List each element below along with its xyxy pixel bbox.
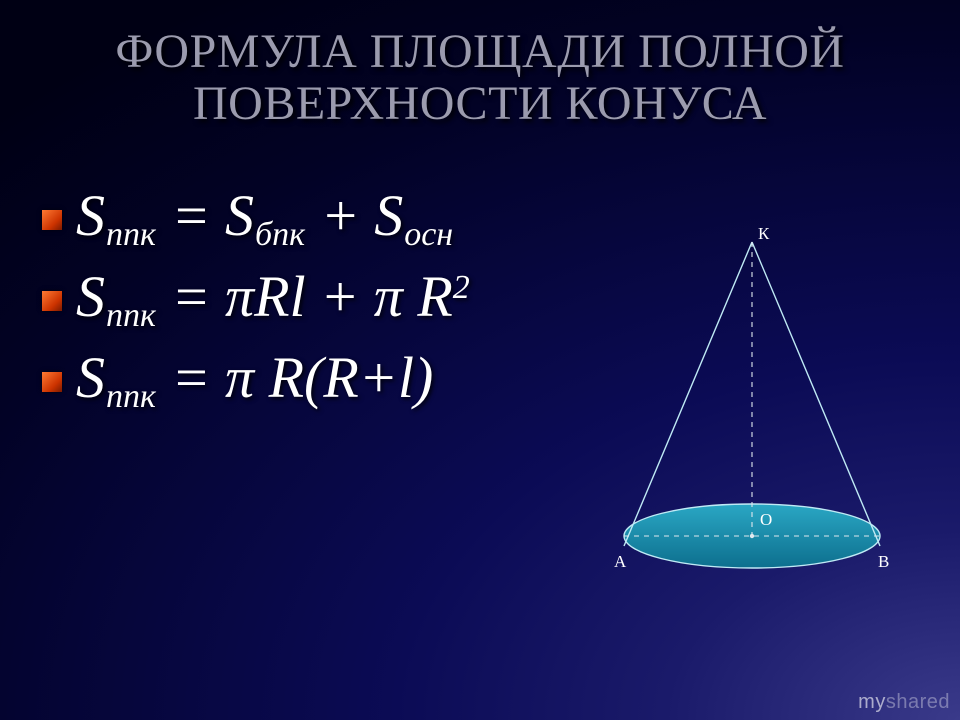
f3-sub1: ппк	[106, 378, 156, 415]
cone-diagram: К О А В	[602, 234, 902, 594]
f3-eq: =	[157, 345, 225, 410]
label-center: О	[760, 510, 772, 530]
formula-2: Sппк = πRl + π R2	[76, 267, 470, 328]
f2-sub1: ппк	[106, 297, 156, 334]
f3-body: π R(R+l)	[225, 345, 433, 410]
cone-center-dot	[750, 534, 754, 538]
f1-plus: +	[306, 183, 374, 248]
f1-s2: S	[225, 183, 254, 248]
watermark-suffix: shared	[886, 691, 950, 713]
watermark: myshared	[858, 691, 950, 714]
f1-sub3: осн	[404, 216, 453, 253]
f2-body: πRl + π R	[225, 264, 453, 329]
f3-s1: S	[76, 345, 105, 410]
f2-s1: S	[76, 264, 105, 329]
cone-side-right	[752, 242, 880, 546]
bullet-icon	[42, 372, 62, 392]
watermark-prefix: my	[858, 691, 886, 713]
label-left: А	[614, 552, 626, 572]
bullet-icon	[42, 210, 62, 230]
label-apex: К	[758, 224, 769, 244]
cone-svg	[602, 234, 902, 594]
title-line2: ПОВЕРХНОСТИ КОНУСА	[193, 77, 767, 130]
formula-row-2: Sппк = πRl + π R2	[42, 267, 470, 328]
f1-s3: S	[374, 183, 403, 248]
f1-eq: =	[157, 183, 225, 248]
f2-sup: 2	[453, 269, 470, 306]
f1-sub2: бпк	[255, 216, 305, 253]
cone-side-left	[624, 242, 752, 546]
formula-list: Sппк = Sбпк + Sосн Sппк = πRl + π R2 Sпп…	[42, 186, 470, 429]
formula-1: Sппк = Sбпк + Sосн	[76, 186, 454, 247]
formula-3: Sппк = π R(R+l)	[76, 348, 433, 409]
label-right: В	[878, 552, 889, 572]
title-line1: ФОРМУЛА ПЛОЩАДИ ПОЛНОЙ	[115, 25, 844, 78]
formula-row-3: Sппк = π R(R+l)	[42, 348, 470, 409]
f1-sub1: ппк	[106, 216, 156, 253]
f2-eq: =	[157, 264, 225, 329]
f1-s1: S	[76, 183, 105, 248]
formula-row-1: Sппк = Sбпк + Sосн	[42, 186, 470, 247]
bullet-icon	[42, 291, 62, 311]
slide-title: ФОРМУЛА ПЛОЩАДИ ПОЛНОЙ ПОВЕРХНОСТИ КОНУС…	[0, 0, 960, 130]
